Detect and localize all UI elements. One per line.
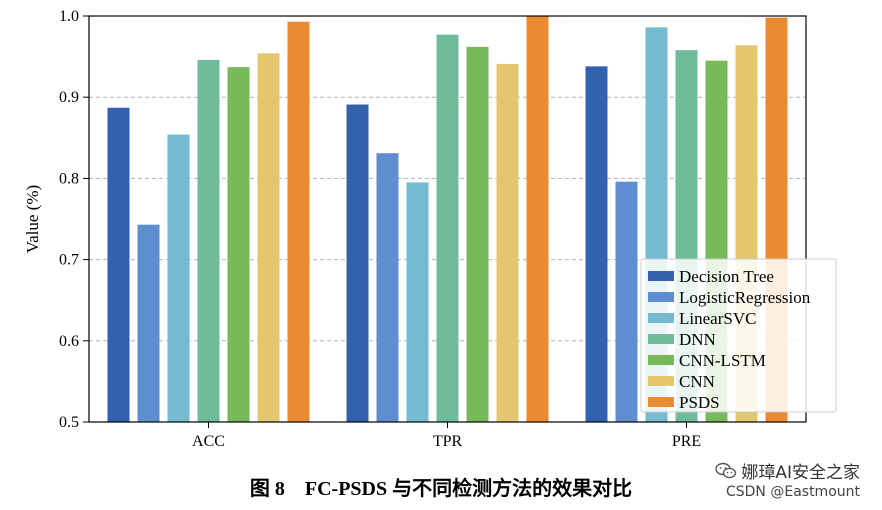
bar-decision-tree-tpr <box>346 104 369 423</box>
y-ticks: 0.5 0.6 0.7 0.8 0.9 1.0 <box>59 8 89 431</box>
legend-label: LogisticRegression <box>679 288 811 307</box>
legend-label: CNN <box>679 372 715 391</box>
bar-cnn-lstm-tpr <box>466 46 489 423</box>
x-tick-label: PRE <box>672 433 701 450</box>
bar-logisticregression-tpr <box>376 153 399 422</box>
legend-swatch <box>648 271 674 281</box>
bar-linearsvc-tpr <box>406 182 429 422</box>
legend-swatch <box>648 334 674 344</box>
y-tick-label: 0.7 <box>59 252 79 269</box>
legend-swatch <box>648 313 674 323</box>
bar-cnn-acc <box>257 53 280 423</box>
watermark-text-1: 娜璋AI安全之家 <box>741 463 860 483</box>
wechat-icon <box>715 462 737 485</box>
bar-cnn-tpr <box>496 63 519 423</box>
legend-label: DNN <box>679 330 716 349</box>
y-tick-label: 0.5 <box>59 414 79 431</box>
watermark-line2: CSDN @Eastmount <box>725 484 860 500</box>
x-tick-label: TPR <box>433 433 463 450</box>
x-ticks: ACC TPR PRE <box>192 422 701 450</box>
watermark-line1: 娜璋AI安全之家 <box>715 458 860 485</box>
bar-decision-tree-acc <box>107 107 130 423</box>
legend-swatch <box>648 397 674 407</box>
x-tick-label: ACC <box>192 433 225 450</box>
bar-dnn-tpr <box>436 34 459 423</box>
bar-psds-tpr <box>526 16 549 422</box>
legend-swatch <box>648 292 674 302</box>
y-tick-label: 1.0 <box>59 8 79 25</box>
bar-logisticregression-acc <box>137 224 160 422</box>
legend-swatch <box>648 376 674 386</box>
bar-dnn-acc <box>197 59 220 423</box>
legend-label: LinearSVC <box>679 309 756 328</box>
bar-linearsvc-acc <box>167 134 190 422</box>
legend-swatch <box>648 355 674 365</box>
legend: Decision Tree LogisticRegression LinearSVC… <box>640 258 837 413</box>
legend-label: CNN-LSTM <box>679 351 766 370</box>
bar-cnn-lstm-acc <box>227 67 250 422</box>
legend-box <box>640 258 837 413</box>
bar-chart: 0.5 0.6 0.7 0.8 0.9 1.0 ACC TPR PRE Value (%) D… <box>23 8 837 450</box>
bar-logisticregression-pre <box>615 181 638 422</box>
y-axis-label: Value (%) <box>23 185 42 253</box>
y-tick-label: 0.6 <box>59 333 79 350</box>
legend-label: Decision Tree <box>679 267 774 286</box>
figure-caption: 图 8 FC-PSDS 与不同检测方法的效果对比 <box>249 478 633 500</box>
bar-psds-acc <box>287 21 310 423</box>
y-tick-label: 0.8 <box>59 170 79 187</box>
legend-label: PSDS <box>679 393 720 412</box>
y-tick-label: 0.9 <box>59 89 79 106</box>
bar-decision-tree-pre <box>585 66 608 423</box>
